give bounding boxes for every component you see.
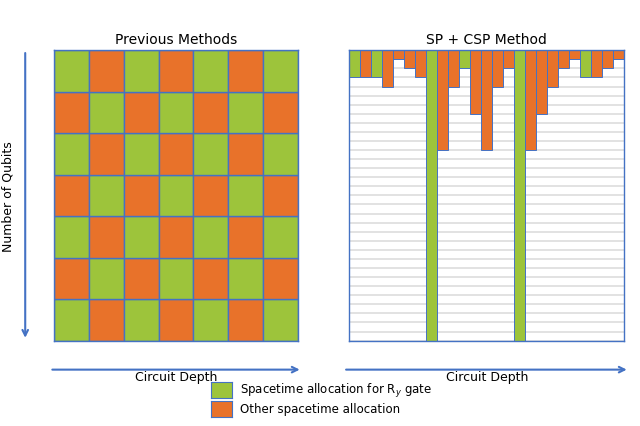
Bar	[89, 217, 124, 258]
Bar	[124, 258, 159, 299]
Bar	[525, 51, 536, 151]
Bar	[159, 217, 193, 258]
Bar	[263, 51, 298, 92]
Bar	[159, 299, 193, 341]
Bar	[228, 92, 263, 134]
Bar	[228, 134, 263, 175]
Text: Number of Qubits: Number of Qubits	[2, 141, 15, 251]
Title: SP + CSP Method: SP + CSP Method	[426, 33, 547, 47]
Bar	[263, 134, 298, 175]
Bar	[569, 51, 580, 60]
Bar	[382, 51, 393, 87]
Bar	[124, 134, 159, 175]
Bar	[193, 175, 228, 217]
Bar	[426, 51, 437, 341]
Title: Previous Methods: Previous Methods	[115, 33, 237, 47]
Bar	[54, 217, 89, 258]
Bar	[437, 51, 448, 151]
Bar	[193, 92, 228, 134]
Bar	[470, 51, 481, 115]
Bar	[591, 51, 602, 78]
Text: Spacetime allocation for R$_y$ gate: Spacetime allocation for R$_y$ gate	[240, 381, 432, 399]
Bar	[481, 51, 492, 151]
Bar	[124, 92, 159, 134]
Bar	[228, 258, 263, 299]
Bar	[54, 175, 89, 217]
Bar	[558, 51, 569, 69]
Bar	[54, 258, 89, 299]
Bar	[263, 217, 298, 258]
Bar	[193, 299, 228, 341]
Bar	[54, 92, 89, 134]
Bar	[415, 51, 426, 78]
Bar	[459, 51, 470, 69]
Bar	[89, 258, 124, 299]
Bar	[263, 299, 298, 341]
Bar	[54, 134, 89, 175]
Bar	[228, 175, 263, 217]
Bar	[89, 175, 124, 217]
Bar	[54, 299, 89, 341]
Text: Other spacetime allocation: Other spacetime allocation	[240, 403, 400, 415]
Bar	[228, 51, 263, 92]
Bar	[580, 51, 591, 78]
Bar	[448, 51, 459, 87]
Bar	[124, 51, 159, 92]
Bar	[124, 217, 159, 258]
Bar	[228, 299, 263, 341]
Bar	[547, 51, 558, 87]
Bar	[263, 92, 298, 134]
Bar	[371, 51, 382, 78]
Bar	[536, 51, 547, 115]
Bar	[404, 51, 415, 69]
Bar	[360, 51, 371, 78]
Bar	[89, 92, 124, 134]
Bar	[193, 134, 228, 175]
Bar	[193, 51, 228, 92]
Bar	[89, 51, 124, 92]
Bar	[602, 51, 613, 69]
Bar	[503, 51, 514, 69]
Bar	[54, 51, 89, 92]
Bar	[89, 299, 124, 341]
Bar	[159, 134, 193, 175]
Text: Circuit Depth: Circuit Depth	[135, 371, 217, 383]
Bar	[393, 51, 404, 60]
Bar	[349, 51, 360, 78]
Bar	[124, 299, 159, 341]
Bar	[263, 258, 298, 299]
Bar	[263, 175, 298, 217]
Bar	[492, 51, 503, 87]
Bar	[228, 217, 263, 258]
Bar	[159, 92, 193, 134]
Bar	[159, 51, 193, 92]
Bar	[193, 217, 228, 258]
Bar	[159, 175, 193, 217]
Bar	[124, 175, 159, 217]
Bar	[613, 51, 624, 60]
Bar	[193, 258, 228, 299]
Bar	[159, 258, 193, 299]
Text: Circuit Depth: Circuit Depth	[447, 371, 529, 383]
Bar	[514, 51, 525, 341]
Bar	[89, 134, 124, 175]
